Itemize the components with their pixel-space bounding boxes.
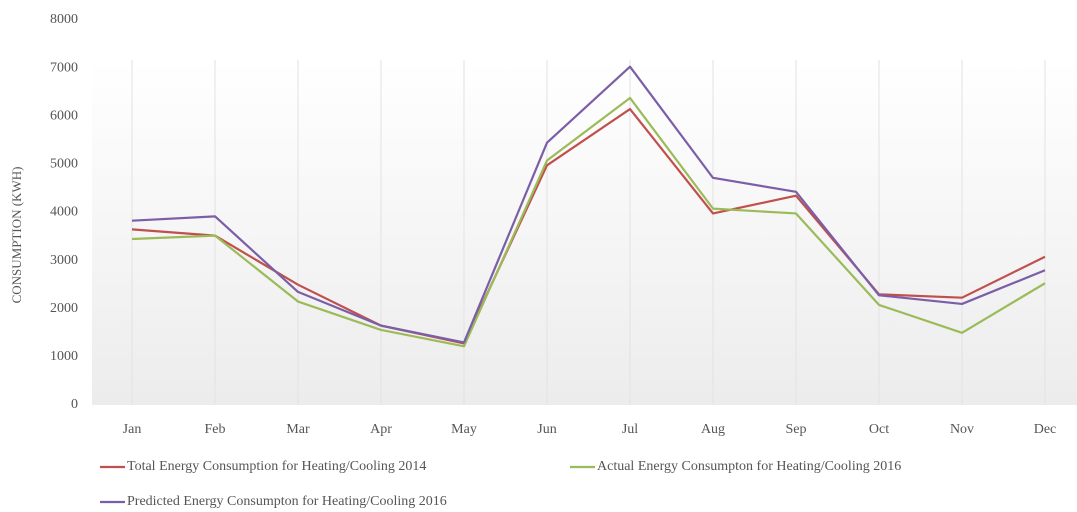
legend-label: Total Energy Consumption for Heating/Coo… [127,459,426,474]
y-tick-label: 0 [71,397,78,412]
y-tick-label: 7000 [50,60,78,75]
y-tick-label: 5000 [50,157,78,172]
y-tick-label: 4000 [50,205,78,220]
x-tick-label: Nov [950,422,974,437]
legend-label: Actual Energy Consumpton for Heating/Coo… [597,459,901,474]
series-line [131,96,1046,348]
x-tick-label: Sep [786,422,807,437]
y-tick-label: 1000 [50,349,78,364]
y-tick-label: 6000 [50,108,78,123]
x-tick-label: Mar [286,422,310,437]
x-tick-label: May [451,422,477,437]
x-tick-label: Aug [701,422,725,437]
x-tick-label: Dec [1034,422,1057,437]
series-line [131,107,1046,345]
y-tick-label: 2000 [50,301,78,316]
x-tick-label: Jul [622,422,638,437]
x-tick-label: Oct [869,422,889,437]
x-tick-label: Jun [537,422,556,437]
series-line [131,65,1046,344]
x-tick-label: Apr [370,422,392,437]
x-tick-label: Feb [205,422,226,437]
y-axis-label: CONSUMPTION (KWH) [9,167,24,304]
x-tick-label: Jan [123,422,142,437]
y-tick-label: 3000 [50,253,78,268]
y-tick-label: 8000 [50,12,78,27]
legend-label: Predicted Energy Consumpton for Heating/… [127,494,447,509]
plot-background [92,60,1077,405]
